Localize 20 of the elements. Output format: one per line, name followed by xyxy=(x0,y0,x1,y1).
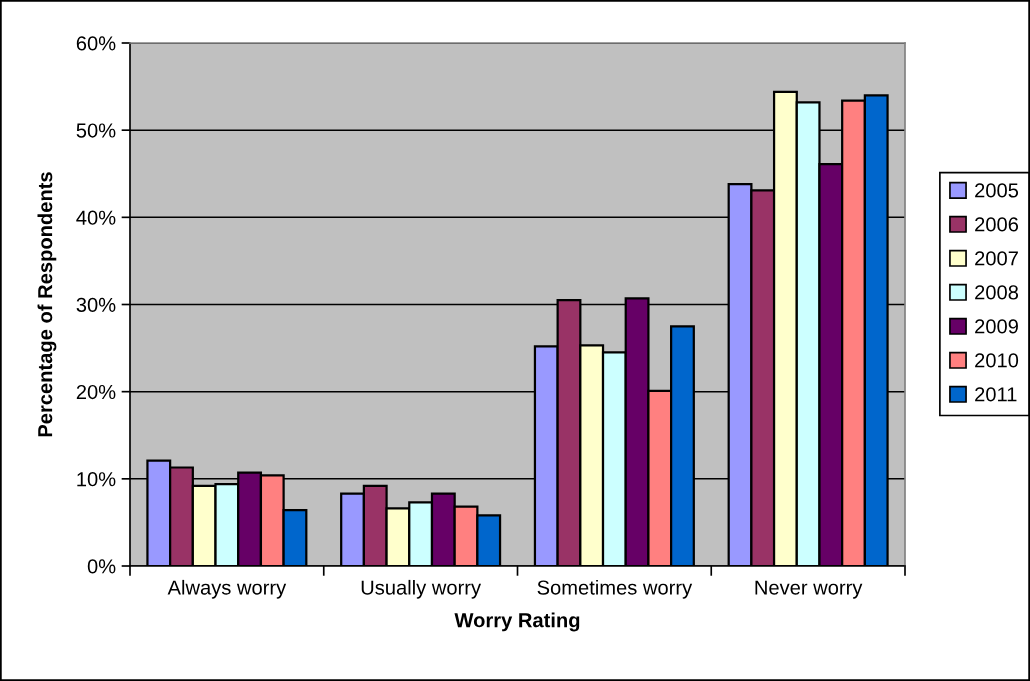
x-tick-label: Sometimes worry xyxy=(537,579,693,599)
legend-label: 2005 xyxy=(975,183,1019,198)
y-tick-label: 60% xyxy=(76,36,116,51)
legend-label: 2009 xyxy=(975,319,1018,334)
legend-label: 2008 xyxy=(975,285,1019,300)
x-tick-label: Usually worry xyxy=(361,579,482,599)
legend-label: 2010 xyxy=(975,353,1019,368)
y-tick-label: 50% xyxy=(76,123,116,138)
x-tick-label: Never worry xyxy=(755,580,863,599)
y-axis-title: Percentage of Respondents xyxy=(37,172,57,437)
x-axis-title: Worry Rating xyxy=(454,612,580,632)
y-tick-label: 40% xyxy=(76,210,116,225)
y-tick-label: 30% xyxy=(76,297,116,312)
y-tick-label: 0% xyxy=(87,559,116,574)
legend-label: 2007 xyxy=(975,251,1018,266)
x-tick-label: Always worry xyxy=(167,579,287,599)
y-tick-label: 10% xyxy=(77,472,116,487)
y-tick-label: 20% xyxy=(76,384,116,400)
legend-label: 2011 xyxy=(975,387,1017,402)
legend-label: 2006 xyxy=(975,217,1019,232)
